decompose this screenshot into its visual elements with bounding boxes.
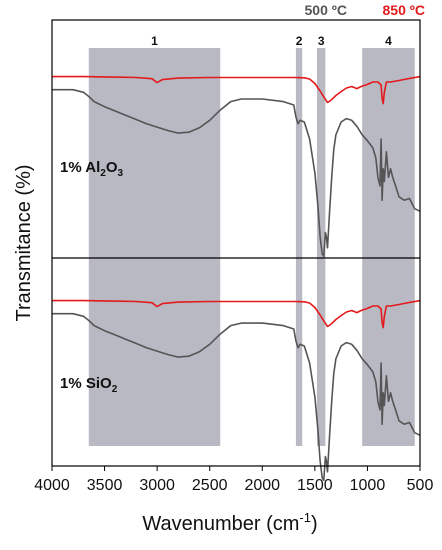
x-tick-label-500: 500 [407,477,434,494]
x-tick-label-1000: 1000 [350,477,386,494]
series-line-sio2-500 [52,312,421,482]
y-axis-label: Transmitance (%) [13,164,35,321]
band-label-2: 2 [296,34,303,48]
band-region-1 [88,48,221,446]
x-axis-label: Wavenumber (cm-1) [142,510,317,535]
band-label-1: 1 [151,34,158,48]
band-layer [88,48,415,446]
x-tick-label-2000: 2000 [244,477,280,494]
legend-entry-500: 500 ºC [305,2,347,18]
band-label-3: 3 [318,34,325,48]
x-tick-label-1500: 1500 [297,477,333,494]
plot-frame [51,19,421,467]
sample-label-al2o3: 1% Al2O3 [60,159,124,179]
x-tick-label-3000: 3000 [139,477,175,494]
band-label-layer: 1 2 3 4 [151,34,392,48]
sample-label-sio2: 1% SiO2 [60,375,118,395]
series-layer [52,75,421,482]
series-line-al2o3-500 [52,88,421,258]
series-line-sio2-850 [52,299,421,329]
x-tick-label-2500: 2500 [192,477,228,494]
legend-entry-850: 850 ºC [383,2,425,18]
x-tick-layer: 4000 3500 3000 2500 2000 1500 1000 500 [34,466,433,494]
band-region-4 [362,48,415,446]
x-tick-label-4000: 4000 [34,477,70,494]
band-region-2 [295,48,303,446]
band-label-4: 4 [385,34,392,48]
series-line-al2o3-850 [52,75,421,105]
x-tick-label-3500: 3500 [87,477,123,494]
